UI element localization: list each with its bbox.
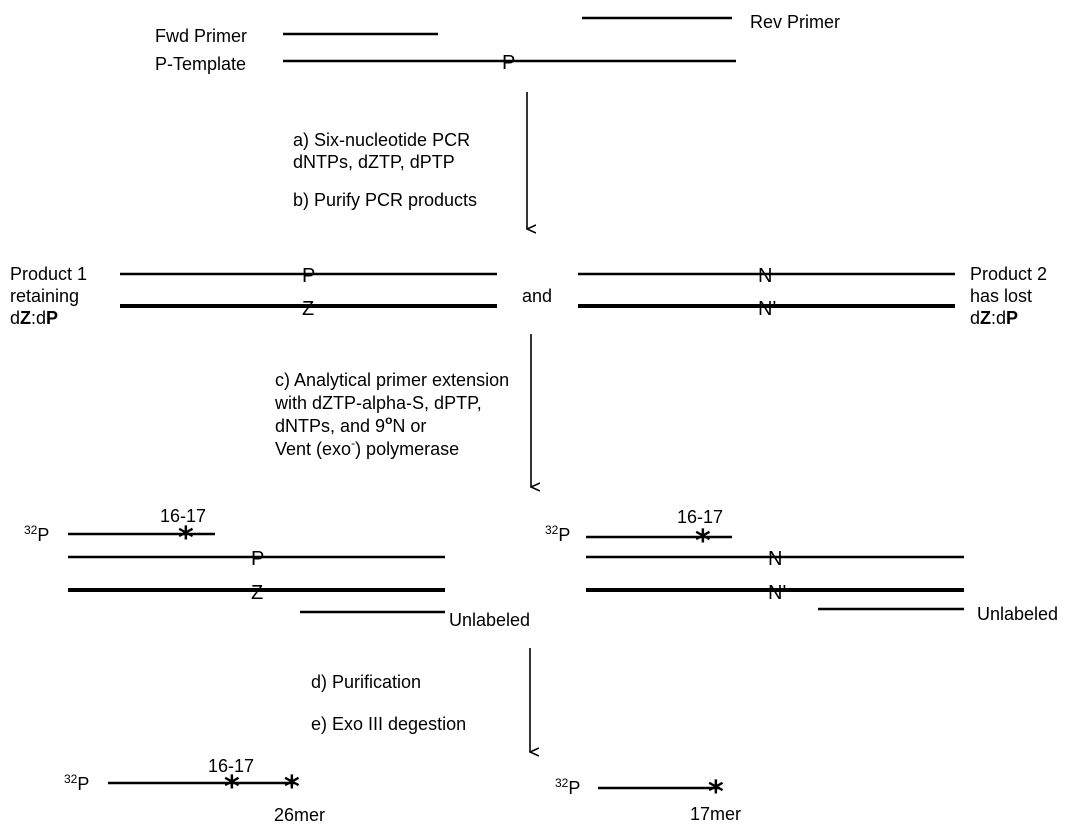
step-a-line2: dNTPs, dZTP, dPTP [293, 152, 455, 172]
product1-line3: dZ:dP [10, 308, 58, 328]
product1-line1: Product 1 [10, 264, 87, 284]
final-left-32p-label: 32P [64, 772, 89, 794]
product1-top-base: P [302, 265, 315, 287]
template-base-p: P [502, 52, 515, 74]
step-d: d) Purification [311, 672, 421, 692]
right-32p-label: 32P [545, 523, 570, 545]
rev-primer-label: Rev Primer [750, 12, 840, 32]
left-bottom-base: Z [251, 582, 263, 604]
step-a-line1: a) Six-nucleotide PCR [293, 130, 470, 150]
right-bottom-base: N' [768, 582, 786, 604]
left-position-label: 16-17 [160, 506, 206, 526]
product2-top-base: N [758, 265, 772, 287]
final-left-size: 26mer [274, 805, 325, 825]
left-top-base: P [251, 548, 264, 570]
fwd-primer-label: Fwd Primer [155, 26, 247, 46]
step-b: b) Purify PCR products [293, 190, 477, 210]
p-template-label: P-Template [155, 54, 246, 74]
product1-bottom-base: Z [302, 298, 314, 320]
and-label: and [522, 286, 552, 306]
right-unlabeled-label: Unlabeled [977, 604, 1058, 624]
product1-line2: retaining [10, 286, 79, 306]
left-label-star: * [178, 521, 194, 556]
step-c-line4: Vent (exo-) polymerase [275, 436, 459, 459]
step-e: e) Exo III degestion [311, 714, 466, 734]
final-right-32p-label: 32P [555, 776, 580, 798]
final-right-size: 17mer [690, 804, 741, 824]
step-c-line2: with dZTP-alpha-S, dPTP, [274, 393, 482, 413]
final-left-star-1: * [224, 770, 240, 805]
right-top-base: N [768, 548, 782, 570]
left-32p-label: 32P [24, 523, 49, 545]
step-c-line3: dNTPs, and 9oN or [275, 413, 426, 436]
product2-bottom-base: N' [758, 298, 776, 320]
right-position-label: 16-17 [677, 507, 723, 527]
product2-line3: dZ:dP [970, 308, 1018, 328]
step-c-line1: c) Analytical primer extension [275, 370, 509, 390]
left-unlabeled-label: Unlabeled [449, 610, 530, 630]
product2-line1: Product 2 [970, 264, 1047, 284]
final-left-position-label: 16-17 [208, 756, 254, 776]
final-right-star: * [708, 775, 724, 810]
final-left-star-2: * [284, 770, 300, 805]
right-label-star: * [695, 524, 711, 559]
product2-line2: has lost [970, 286, 1032, 306]
